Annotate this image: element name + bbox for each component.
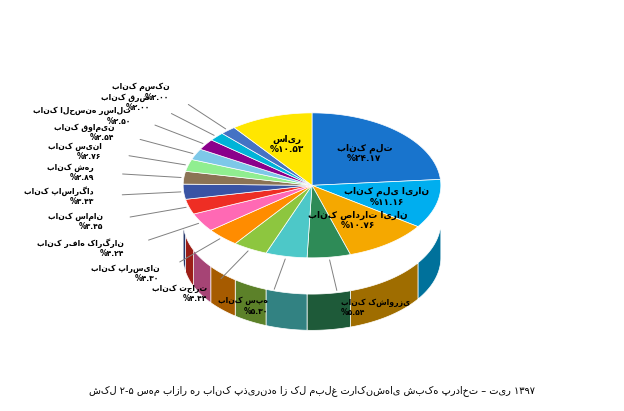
PathPatch shape — [183, 184, 312, 199]
Text: سایر
%۱۰.۵۳: سایر %۱۰.۵۳ — [270, 134, 305, 154]
Text: بانک شهر
%۲.۸۹: بانک شهر %۲.۸۹ — [47, 163, 94, 182]
Text: بانک پارسیان
%۴.۳۰: بانک پارسیان %۴.۳۰ — [90, 264, 159, 284]
Text: بانک صادرات ایران
%۱۰.۷۶: بانک صادرات ایران %۱۰.۷۶ — [308, 210, 407, 230]
Text: بانک کشاورزی
%۵.۵۴: بانک کشاورزی %۵.۵۴ — [341, 298, 410, 317]
Polygon shape — [185, 236, 193, 286]
Polygon shape — [266, 289, 307, 330]
Polygon shape — [418, 222, 441, 299]
Text: بانک سامان
%۳.۴۵: بانک سامان %۳.۴۵ — [48, 212, 103, 231]
PathPatch shape — [185, 159, 312, 185]
Polygon shape — [183, 222, 185, 272]
PathPatch shape — [211, 185, 312, 244]
Text: بانک قوامین
%۲.۵۴: بانک قوامین %۲.۵۴ — [54, 123, 114, 142]
Polygon shape — [307, 291, 351, 330]
Text: بانک تجارت
%۴.۴۴: بانک تجارت %۴.۴۴ — [152, 284, 207, 303]
Polygon shape — [193, 250, 211, 303]
PathPatch shape — [307, 185, 351, 258]
PathPatch shape — [234, 113, 312, 185]
Text: بانک سینا
%۲.۷۶: بانک سینا %۲.۷۶ — [47, 141, 102, 161]
PathPatch shape — [200, 140, 312, 185]
PathPatch shape — [222, 127, 312, 185]
PathPatch shape — [235, 185, 312, 253]
PathPatch shape — [212, 134, 312, 185]
Text: بانک سپه
%۵.۳۰: بانک سپه %۵.۳۰ — [218, 296, 268, 316]
Text: بانک ملت
%۲۴.۱۷: بانک ملت %۲۴.۱۷ — [336, 143, 392, 164]
Polygon shape — [235, 280, 266, 326]
Polygon shape — [211, 266, 235, 316]
Text: بانک قرض
%۲.۰۰: بانک قرض %۲.۰۰ — [101, 93, 150, 112]
Text: بانک رفاه کارگران
%۴.۲۴: بانک رفاه کارگران %۴.۲۴ — [37, 238, 124, 259]
Text: بانک پاسارگاد
%۳.۴۳: بانک پاسارگاد %۳.۴۳ — [24, 186, 94, 206]
PathPatch shape — [266, 185, 312, 258]
Text: بانک مسکن
%۲.۰۰: بانک مسکن %۲.۰۰ — [112, 82, 169, 102]
PathPatch shape — [192, 149, 312, 185]
PathPatch shape — [183, 171, 312, 185]
PathPatch shape — [312, 180, 441, 226]
Polygon shape — [351, 263, 418, 327]
Text: بانک الحسنه رسالت
%۲.۵۰: بانک الحسنه رسالت %۲.۵۰ — [33, 106, 131, 126]
PathPatch shape — [312, 113, 441, 185]
PathPatch shape — [193, 185, 312, 230]
PathPatch shape — [312, 185, 418, 254]
Text: بانک ملی ایران
%۱۱.۱۶: بانک ملی ایران %۱۱.۱۶ — [344, 187, 429, 207]
PathPatch shape — [185, 185, 312, 214]
Text: شکل ۲-۵ سهم بازار هر بانک پذیرنده از کل مبلغ تراکنش‌های شبکه پرداخت – تیر ۱۳۹۷: شکل ۲-۵ سهم بازار هر بانک پذیرنده از کل … — [89, 385, 535, 396]
